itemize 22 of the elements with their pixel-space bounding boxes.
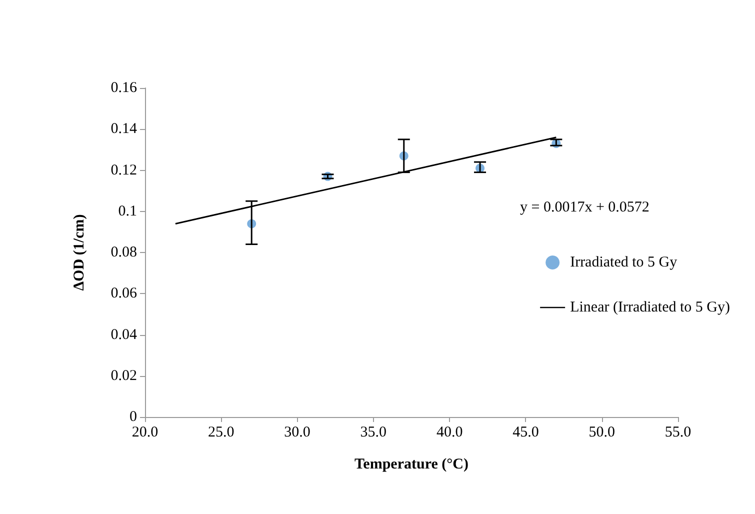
y-tick-label: 0.08 <box>110 244 137 260</box>
x-tick-label: 25.0 <box>208 424 234 440</box>
x-tick-label: 40.0 <box>436 424 463 440</box>
y-axis-title: ΔOD (1/cm) <box>72 214 88 291</box>
y-tick-label: 0 <box>130 409 137 425</box>
y-tick-label: 0.12 <box>110 162 137 178</box>
x-tick-label: 20.0 <box>132 424 158 440</box>
x-axis-title: Temperature (°C) <box>354 456 468 472</box>
y-tick-label: 0.06 <box>110 286 138 302</box>
y-tick-label: 0.16 <box>110 80 138 96</box>
x-tick-label: 35.0 <box>360 424 387 440</box>
legend-label: Irradiated to 5 Gy <box>570 254 678 270</box>
legend-label: Linear (Irradiated to 5 Gy) <box>570 300 730 316</box>
x-tick-label: 45.0 <box>512 424 539 440</box>
annotation: y = 0.0017x + 0.0572 <box>520 200 650 216</box>
x-tick-label: 30.0 <box>284 424 310 440</box>
x-tick-label: 50.0 <box>588 424 615 440</box>
y-tick-label: 0.02 <box>110 368 137 384</box>
y-tick-label: 0.14 <box>110 121 138 138</box>
y-tick-label: 0.04 <box>110 326 138 343</box>
y-tick-label: 0.1 <box>118 203 137 220</box>
x-tick-label: 55.0 <box>664 424 692 440</box>
